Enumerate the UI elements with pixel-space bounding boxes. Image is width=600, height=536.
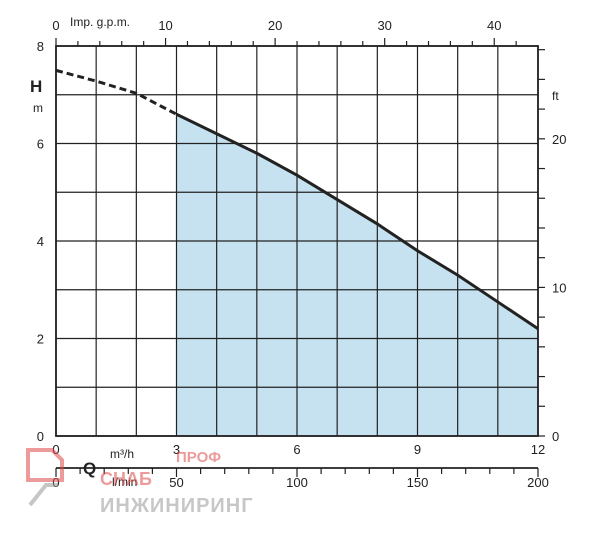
x-tick-label-m3h: 3: [173, 442, 180, 457]
right-axis-tick-label: 20: [552, 132, 566, 147]
x-tick-label-m3h: 9: [414, 442, 421, 457]
top-axis-unit-label: Imp. g.p.m.: [70, 15, 130, 29]
watermark-logo: ПРОФ СНАБ ИНЖИНИРИНГ: [26, 448, 254, 517]
y-tick-label: 6: [37, 137, 44, 152]
top-axis-tick-label: 30: [377, 18, 391, 33]
lmin-axis-tick-label: 150: [407, 475, 429, 490]
pump-curve-solid: [175, 112, 539, 330]
right-axis-tick-label: 0: [552, 429, 559, 444]
lmin-axis-tick-label: 50: [169, 475, 183, 490]
y-tick-label: 4: [37, 234, 44, 249]
lmin-axis-unit-label: l/min: [112, 475, 137, 489]
y-tick-label: 0: [37, 429, 44, 444]
y-tick-label: 2: [37, 332, 44, 347]
watermark-text-middle: СНАБ: [100, 469, 152, 489]
x-tick-label-m3h: 6: [293, 442, 300, 457]
pump-curve-dashed: [55, 68, 178, 116]
top-axis-tick-label: 0: [52, 18, 59, 33]
top-axis-tick-label: 20: [268, 18, 282, 33]
m3h-axis-unit-label: m³/h: [110, 447, 134, 461]
watermark-logo-mark: [28, 483, 58, 507]
lmin-axis-tick-label: 0: [52, 475, 59, 490]
watermark-text-top: ПРОФ: [176, 449, 221, 466]
lmin-axis-tick-label: 100: [286, 475, 308, 490]
top-axis-tick-label: 10: [158, 18, 172, 33]
x-tick-label-m3h: 12: [531, 442, 545, 457]
top-axis-tick-label: 40: [487, 18, 501, 33]
q-axis-symbol: Q: [83, 459, 96, 478]
y-axis-symbol: H: [30, 77, 42, 96]
right-axis-unit-label: ft: [552, 89, 559, 103]
operating-range-area: [176, 114, 538, 436]
right-axis-tick-label: 10: [552, 280, 566, 295]
y-tick-label: 8: [37, 39, 44, 54]
watermark-logo-icon: [26, 448, 64, 482]
lmin-axis-tick-label: 200: [527, 475, 549, 490]
y-axis-unit-label: m: [33, 101, 43, 115]
watermark-text-bottom: ИНЖИНИРИНГ: [100, 495, 254, 517]
x-tick-label-m3h: 0: [52, 442, 59, 457]
